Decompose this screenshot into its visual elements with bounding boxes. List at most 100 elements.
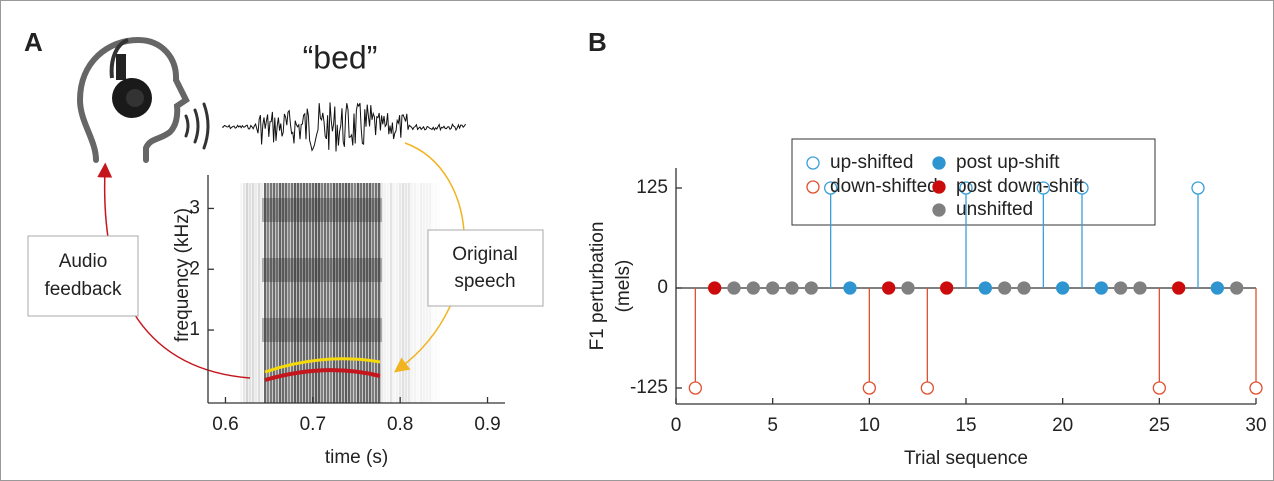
legend-marker (932, 180, 946, 194)
marker (766, 281, 780, 295)
marker (901, 281, 915, 295)
marker (1230, 281, 1244, 295)
spectrogram-column (270, 183, 273, 403)
spectrogram-column (372, 183, 375, 403)
spectrogram-column (273, 183, 276, 403)
marker (727, 281, 741, 295)
marker (940, 281, 954, 295)
spectrogram-column (378, 183, 381, 403)
spectrogram-column (336, 183, 339, 403)
word-title: “bed” (303, 39, 378, 75)
spectrogram-column (297, 183, 300, 403)
y-tick-label: -125 (630, 377, 668, 398)
annotation: speech (454, 271, 515, 292)
legend-label: post down-shift (956, 176, 1085, 197)
marker (785, 281, 799, 295)
spectrogram-column (249, 183, 252, 403)
headphones-icon (109, 38, 152, 118)
x-tick-label: 30 (1245, 415, 1266, 436)
spectrogram-column (369, 183, 372, 403)
y-tick-label: 1 (189, 319, 200, 340)
spectrogram-column (243, 183, 246, 403)
annotation: feedback (44, 279, 122, 300)
spectrogram-column (309, 183, 312, 403)
legend-marker (806, 156, 820, 170)
spectrogram-column (366, 183, 369, 403)
spectrogram-column (357, 183, 360, 403)
spectrogram-column (351, 183, 354, 403)
marker (1152, 381, 1166, 395)
x-tick-label: 0.9 (474, 414, 500, 435)
panel-letter: B (588, 27, 607, 57)
formant-track (264, 368, 381, 382)
marker (882, 281, 896, 295)
spectrogram-column (303, 183, 306, 403)
y-tick-label: 0 (657, 277, 668, 298)
formant-band (262, 258, 382, 282)
x-axis-label: Trial sequence (904, 448, 1028, 469)
spectrogram-column (252, 183, 255, 403)
x-tick-label: 15 (955, 415, 976, 436)
y-tick-label: 125 (636, 177, 668, 198)
spectrogram-column (324, 183, 327, 403)
spectrogram-column (342, 183, 345, 403)
marker (1017, 281, 1031, 295)
marker (843, 281, 857, 295)
annotation: Original (452, 244, 517, 265)
spectrogram-column (255, 183, 258, 403)
x-tick-label: 0.6 (212, 414, 238, 435)
marker (862, 381, 876, 395)
feedback-arrow (97, 162, 251, 379)
legend-marker (806, 180, 820, 194)
x-tick-label: 0.8 (387, 414, 413, 435)
marker (1114, 281, 1128, 295)
spectrogram-column (330, 183, 333, 403)
formant-band (262, 198, 382, 222)
marker (804, 281, 818, 295)
marker (978, 281, 992, 295)
spectrogram-column (375, 183, 378, 403)
spectrogram-column (339, 183, 342, 403)
spectrogram-column (354, 183, 357, 403)
legend-label: down-shifted (830, 176, 938, 197)
spectrogram-column (282, 183, 285, 403)
marker (688, 381, 702, 395)
spectrogram-column (264, 183, 267, 403)
spectrogram-column (258, 183, 261, 403)
legend-marker (932, 156, 946, 170)
formant-track (264, 357, 381, 374)
legend-box (791, 138, 1156, 226)
head-icon (76, 36, 190, 163)
x-tick-label: 0.7 (300, 414, 326, 435)
spectrogram-column (360, 183, 363, 403)
spectrogram-column (327, 183, 330, 403)
x-tick-label: 10 (859, 415, 880, 436)
x-tick-label: 0 (671, 415, 682, 436)
x-tick-label: 20 (1052, 415, 1073, 436)
panel-letter: A (24, 27, 43, 57)
spectrogram-column (348, 183, 351, 403)
marker (1094, 281, 1108, 295)
y-axis-label: (mels) (613, 260, 634, 313)
marker (1172, 281, 1186, 295)
spectrogram-column (381, 183, 384, 403)
spectrogram-column (267, 183, 270, 403)
x-tick-label: 25 (1149, 415, 1170, 436)
sound-waves (184, 102, 210, 150)
spectrogram-column (294, 183, 297, 403)
spectrogram-column (285, 183, 288, 403)
spectrogram-column (306, 183, 309, 403)
spectrogram-column (246, 183, 249, 403)
legend-marker (932, 203, 946, 217)
annotation: Audio (59, 251, 108, 272)
marker (824, 181, 838, 195)
x-axis-label: time (s) (325, 447, 388, 468)
x-tick-label: 5 (767, 415, 778, 436)
spectrogram-column (333, 183, 336, 403)
waveform (221, 102, 467, 152)
y-axis-label: frequency (kHz) (172, 208, 193, 342)
spectrogram-column (321, 183, 324, 403)
formant-band (262, 318, 382, 342)
y-tick-label: 2 (189, 258, 200, 279)
